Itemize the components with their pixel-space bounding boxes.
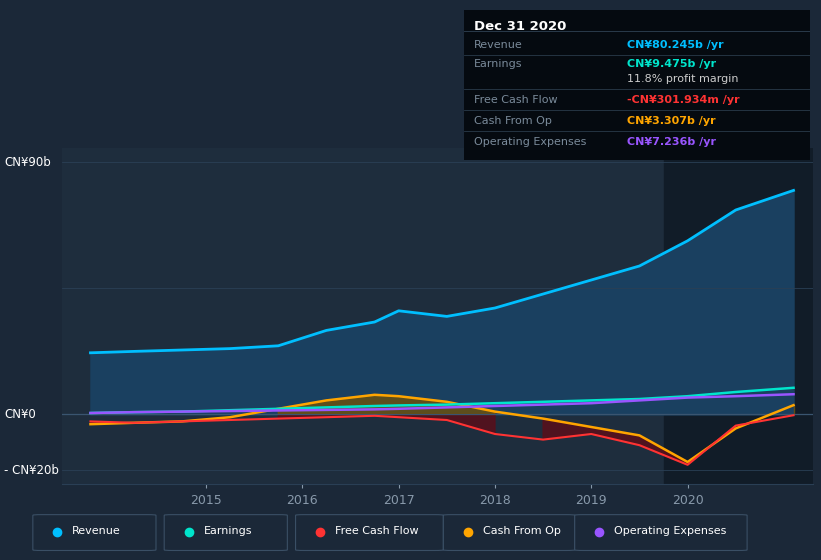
Text: Cash From Op: Cash From Op: [483, 526, 561, 536]
Text: Revenue: Revenue: [475, 40, 523, 49]
FancyBboxPatch shape: [164, 515, 287, 550]
Text: -CN¥301.934m /yr: -CN¥301.934m /yr: [626, 95, 740, 105]
Bar: [663, 148, 813, 484]
Text: Operating Expenses: Operating Expenses: [614, 526, 727, 536]
Text: CN¥80.245b /yr: CN¥80.245b /yr: [626, 40, 723, 49]
Text: Dec 31 2020: Dec 31 2020: [475, 20, 566, 33]
Text: CN¥90b: CN¥90b: [4, 156, 51, 169]
Text: Earnings: Earnings: [204, 526, 252, 536]
Text: CN¥0: CN¥0: [4, 408, 36, 421]
Text: CN¥7.236b /yr: CN¥7.236b /yr: [626, 137, 716, 147]
Text: Earnings: Earnings: [475, 59, 523, 69]
Text: Free Cash Flow: Free Cash Flow: [475, 95, 558, 105]
Text: Operating Expenses: Operating Expenses: [475, 137, 587, 147]
Text: Cash From Op: Cash From Op: [475, 116, 553, 126]
Text: 11.8% profit margin: 11.8% profit margin: [626, 74, 738, 84]
Text: - CN¥20b: - CN¥20b: [4, 464, 59, 477]
FancyBboxPatch shape: [575, 515, 747, 550]
Text: CN¥9.475b /yr: CN¥9.475b /yr: [626, 59, 716, 69]
Text: CN¥3.307b /yr: CN¥3.307b /yr: [626, 116, 715, 126]
Text: Free Cash Flow: Free Cash Flow: [335, 526, 419, 536]
FancyBboxPatch shape: [443, 515, 575, 550]
Text: Revenue: Revenue: [72, 526, 121, 536]
FancyBboxPatch shape: [296, 515, 443, 550]
FancyBboxPatch shape: [33, 515, 156, 550]
